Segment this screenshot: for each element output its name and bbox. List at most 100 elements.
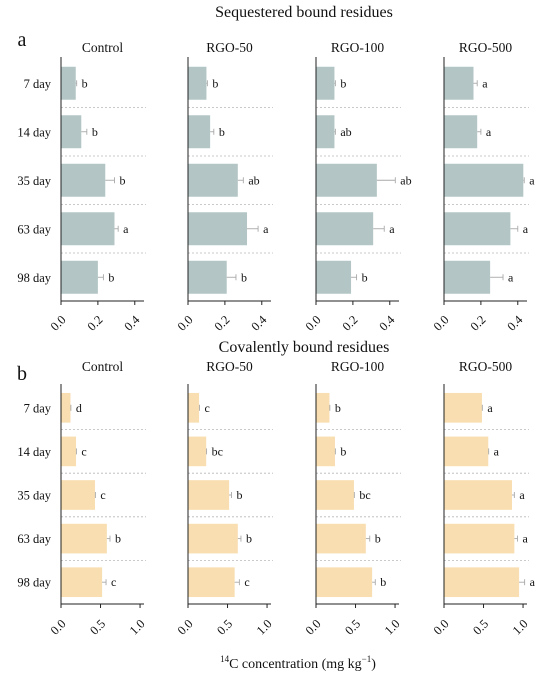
significance-label: c [81, 444, 86, 458]
significance-label: a [389, 222, 395, 236]
subplot-title: RGO-50 [206, 359, 253, 374]
bar [188, 66, 207, 100]
x-tick-label: 1.0 [254, 617, 275, 638]
significance-label: a [508, 270, 514, 284]
significance-label: a [529, 173, 535, 187]
x-tick-label: 0.2 [212, 313, 233, 334]
significance-label: ab [340, 125, 351, 139]
x-tick-label: 0.0 [175, 313, 196, 334]
significance-label: c [100, 488, 105, 502]
panel-title-b: Covalently bound residues [219, 339, 390, 356]
bar [61, 212, 115, 246]
row-label: 14 day [17, 125, 51, 139]
bar [61, 436, 77, 467]
significance-label: b [82, 76, 88, 90]
row-label: 98 day [17, 271, 51, 285]
subplot-control: Control d c c b c 0.0 0.5 1.0 [48, 359, 148, 638]
x-tick-label: 0.2 [85, 313, 106, 334]
subplot-title: RGO-100 [331, 40, 384, 55]
x-tick-label: 0.4 [504, 312, 525, 333]
significance-label: ab [400, 173, 411, 187]
x-tick-label: 0.4 [121, 312, 142, 333]
x-axis-label: 14C concentration (mg kg−1) [220, 654, 376, 672]
significance-label: ab [248, 173, 259, 187]
x-axis-label-isotope: 14 [220, 654, 230, 664]
bar [444, 436, 489, 467]
significance-label: b [115, 532, 121, 546]
bar [61, 480, 95, 510]
bar [188, 436, 207, 467]
bar [316, 163, 377, 197]
row-label: 63 day [17, 222, 51, 236]
bar [61, 66, 76, 100]
subplot-title: RGO-500 [459, 40, 512, 55]
subplot-rgo-500: RGO-500 a a a a a 0.0 0.5 1.0 [431, 359, 536, 638]
bar [188, 480, 230, 510]
x-tick-label: 0.0 [48, 313, 69, 334]
significance-label: a [523, 222, 529, 236]
x-tick-label: 0.5 [214, 617, 235, 638]
subplot-rgo-100: RGO-100 b b bc b b 0.0 0.5 1.0 [303, 359, 403, 638]
bar [61, 260, 98, 294]
bar [444, 480, 512, 510]
chart-panel-b: Covalently bound residues b 7 day 14 day 35 … [17, 339, 536, 638]
subplot-control: Control b b b a b 0.0 0.2 0.4 [48, 40, 146, 334]
x-tick-label: 1.0 [510, 617, 531, 638]
bar [444, 523, 515, 554]
x-tick-label: 0.5 [470, 617, 491, 638]
bar [188, 567, 235, 598]
bar [316, 480, 354, 510]
row-label: 35 day [17, 489, 51, 503]
bar [61, 392, 71, 423]
bar [188, 392, 200, 423]
significance-label: a [494, 444, 500, 458]
x-tick-label: 0.4 [376, 312, 397, 333]
x-axis-label-close: ) [371, 657, 376, 672]
significance-label: b [241, 270, 247, 284]
bar [444, 260, 491, 294]
significance-label: b [92, 125, 98, 139]
panel-title-a: Sequestered bound residues [215, 4, 393, 21]
bar [444, 115, 478, 149]
row-label: 35 day [17, 174, 51, 188]
significance-label: d [76, 401, 82, 415]
significance-label: a [487, 401, 493, 415]
x-tick-label: 0.0 [303, 313, 324, 334]
significance-label: b [340, 444, 346, 458]
significance-label: a [263, 222, 269, 236]
x-tick-label: 0.2 [340, 313, 361, 334]
subplot-title: Control [82, 40, 124, 55]
x-tick-label: 0.0 [431, 617, 452, 638]
x-tick-label: 0.5 [342, 617, 363, 638]
bar [61, 567, 103, 598]
panel-letter-a: a [18, 29, 27, 51]
significance-label: b [212, 76, 218, 90]
significance-label: c [111, 575, 116, 589]
bar [316, 260, 352, 294]
chart-panel-a: Sequestered bound residues a 7 day 14 day 35… [17, 4, 535, 334]
bar [316, 392, 330, 423]
x-axis-label-exponent: −1 [362, 654, 372, 664]
bar [188, 115, 211, 149]
x-tick-label: 0.0 [175, 617, 196, 638]
significance-label: a [482, 76, 488, 90]
bar [316, 115, 335, 149]
row-label: 7 day [24, 401, 52, 415]
significance-label: a [123, 222, 129, 236]
bar [61, 115, 82, 149]
bar [316, 567, 373, 598]
subplot-title: RGO-100 [331, 359, 384, 374]
subplot-title: RGO-50 [206, 40, 253, 55]
x-tick-label: 0.4 [248, 312, 269, 333]
bar [188, 523, 238, 554]
bar [444, 567, 520, 598]
significance-label: bc [359, 488, 370, 502]
significance-label: a [519, 488, 525, 502]
bar [444, 392, 482, 423]
significance-label: a [486, 125, 492, 139]
x-tick-label: 0.0 [431, 313, 452, 334]
